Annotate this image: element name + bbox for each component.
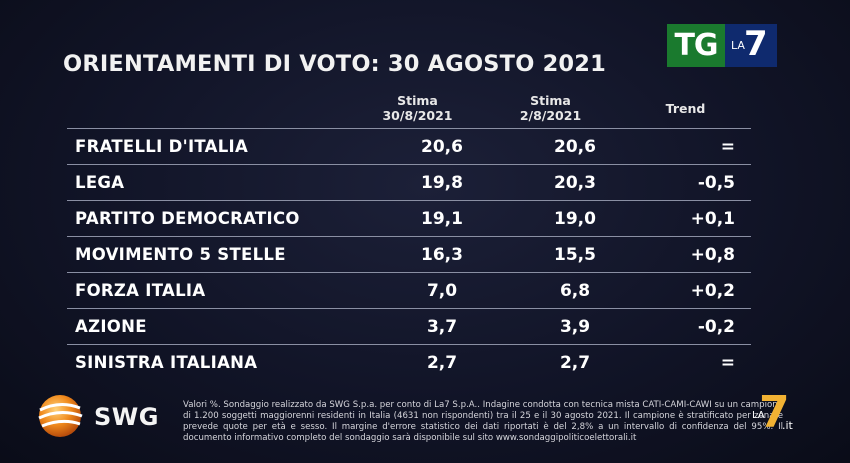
estimate-current: 2,7 [426,352,458,373]
estimate-current: 3,7 [426,316,458,337]
swg-globe-icon [38,395,83,437]
estimate-current: 19,1 [421,208,463,229]
column-header-date: 30/8/2021 [382,108,453,123]
estimate-current: 16,3 [421,244,463,265]
la7-corner-la: LA [752,410,765,421]
estimate-previous: 2,7 [559,352,591,373]
party-name: FORZA ITALIA [75,281,206,300]
trend-value: = [720,136,735,157]
trend-value: +0,2 [690,280,735,301]
tg-la7-logo: TG LA 7 [667,24,777,67]
table-row: FORZA ITALIA 7,0 6,8 +0,2 [67,272,751,308]
estimate-previous: 19,0 [554,208,596,229]
trend-value: = [720,352,735,373]
party-name: LEGA [75,173,125,192]
trend-value: -0,2 [697,316,735,337]
table-row: MOVIMENTO 5 STELLE 16,3 15,5 +0,8 [67,236,751,272]
table-row: LEGA 19,8 20,3 -0,5 [67,164,751,200]
estimate-current: 7,0 [426,280,458,301]
la7-corner-it: .it [782,419,793,432]
party-name: AZIONE [75,317,147,336]
trend-value: -0,5 [697,172,735,193]
estimate-previous: 20,3 [554,172,596,193]
column-header-stima-2-8: Stima 2/8/2021 [503,93,598,123]
estimate-previous: 15,5 [554,244,596,265]
estimate-current: 20,6 [421,136,463,157]
party-name: PARTITO DEMOCRATICO [75,209,300,228]
table-row: FRATELLI D'ITALIA 20,6 20,6 = [67,128,751,164]
la7-corner-logo: 7 LA .it [750,387,800,438]
estimate-current: 19,8 [421,172,463,193]
estimate-previous: 6,8 [559,280,591,301]
column-header-date: 2/8/2021 [519,108,582,123]
estimate-previous: 20,6 [554,136,596,157]
la7-logo-seven: 7 [744,24,768,64]
column-header-label: Stima [530,93,571,108]
tg-logo-text: TG [667,24,725,67]
trend-value: +0,1 [690,208,735,229]
party-name: MOVIMENTO 5 STELLE [75,245,286,264]
table-row: AZIONE 3,7 3,9 -0,2 [67,308,751,344]
party-name: SINISTRA ITALIANA [75,353,258,372]
column-header-label: Stima [397,93,438,108]
swg-logo: SWG [34,392,174,440]
table-row: SINISTRA ITALIANA 2,7 2,7 = [67,344,751,380]
la7-logo-block: LA 7 [725,24,777,67]
la7-corner-seven: 7 [759,387,790,438]
column-header-stima-30-8: Stima 30/8/2021 [370,93,465,123]
estimate-previous: 3,9 [559,316,591,337]
la7-logo-la: LA [731,39,745,52]
party-name: FRATELLI D'ITALIA [75,137,249,156]
swg-brand-name: SWG [94,403,159,431]
table-row: PARTITO DEMOCRATICO 19,1 19,0 +0,1 [67,200,751,236]
methodology-note: Valori %. Sondaggio realizzato da SWG S.… [183,400,783,443]
trend-value: +0,8 [690,244,735,265]
page-title: ORIENTAMENTI DI VOTO: 30 AGOSTO 2021 [63,51,607,77]
column-header-trend: Trend [665,101,706,116]
poll-table: FRATELLI D'ITALIA 20,6 20,6 = LEGA 19,8 … [67,128,751,380]
